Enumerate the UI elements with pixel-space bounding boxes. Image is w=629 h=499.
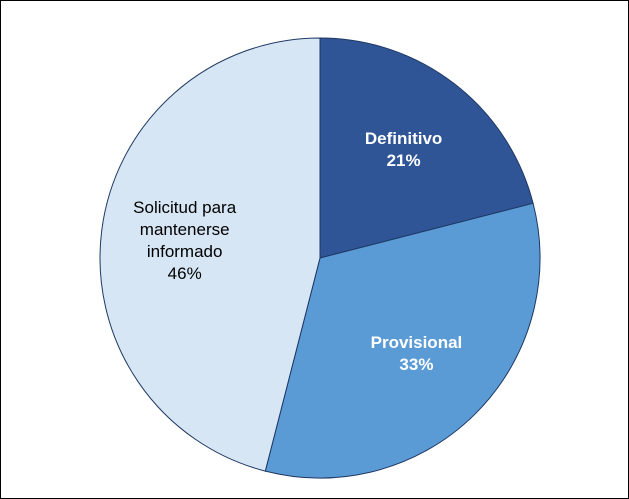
category-label: Solicitud para mantenerse informado [133, 197, 237, 261]
value-label: 46% [167, 263, 202, 283]
value-label: 33% [399, 355, 434, 375]
category-label: Provisional [370, 333, 463, 353]
value-label: 21% [386, 151, 421, 171]
pie-slice [319, 37, 534, 259]
pie-slice [264, 202, 541, 479]
slice-label: Solicitud para mantenerse informado 46% [122, 197, 247, 285]
slice-label: Provisional 33% [336, 332, 496, 376]
slice-label: Definitivo 21% [324, 128, 484, 172]
pie-slice [99, 37, 321, 472]
category-label: Definitivo [364, 129, 443, 149]
